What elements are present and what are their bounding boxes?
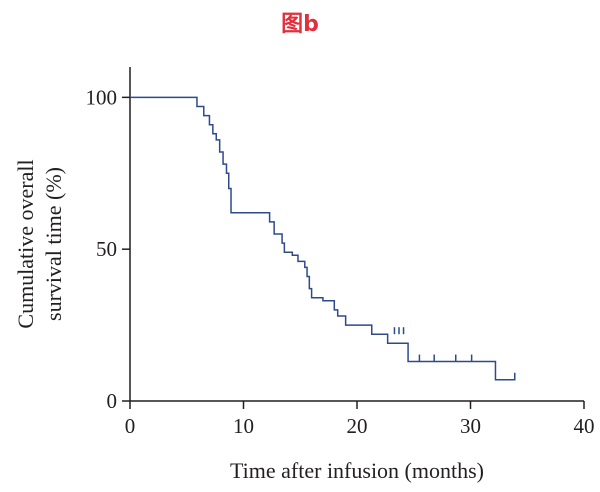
y-axis-title-line: survival time (%) — [41, 167, 66, 321]
survival-curve — [130, 96, 516, 381]
y-axis-title-line: Cumulative overall — [13, 159, 38, 328]
series-layer — [130, 96, 516, 381]
x-ticks: 0 10 20 30 40 — [125, 401, 595, 438]
axes: 0 10 20 30 40 0 50 100 — [86, 67, 595, 438]
x-axis-title: Time after infusion (months) — [230, 458, 484, 483]
x-tick-label: 30 — [460, 414, 481, 438]
x-tick-label: 20 — [347, 414, 368, 438]
panel-label: 图b — [281, 12, 319, 37]
x-tick-label: 10 — [233, 414, 254, 438]
y-ticks: 0 50 100 — [86, 85, 130, 413]
y-tick-label: 50 — [96, 237, 117, 261]
y-axis-title: Cumulative overall survival time (%) — [13, 159, 66, 328]
x-tick-label: 0 — [125, 414, 136, 438]
y-tick-label: 100 — [86, 85, 118, 109]
y-tick-label: 0 — [107, 389, 118, 413]
x-tick-label: 40 — [574, 414, 595, 438]
